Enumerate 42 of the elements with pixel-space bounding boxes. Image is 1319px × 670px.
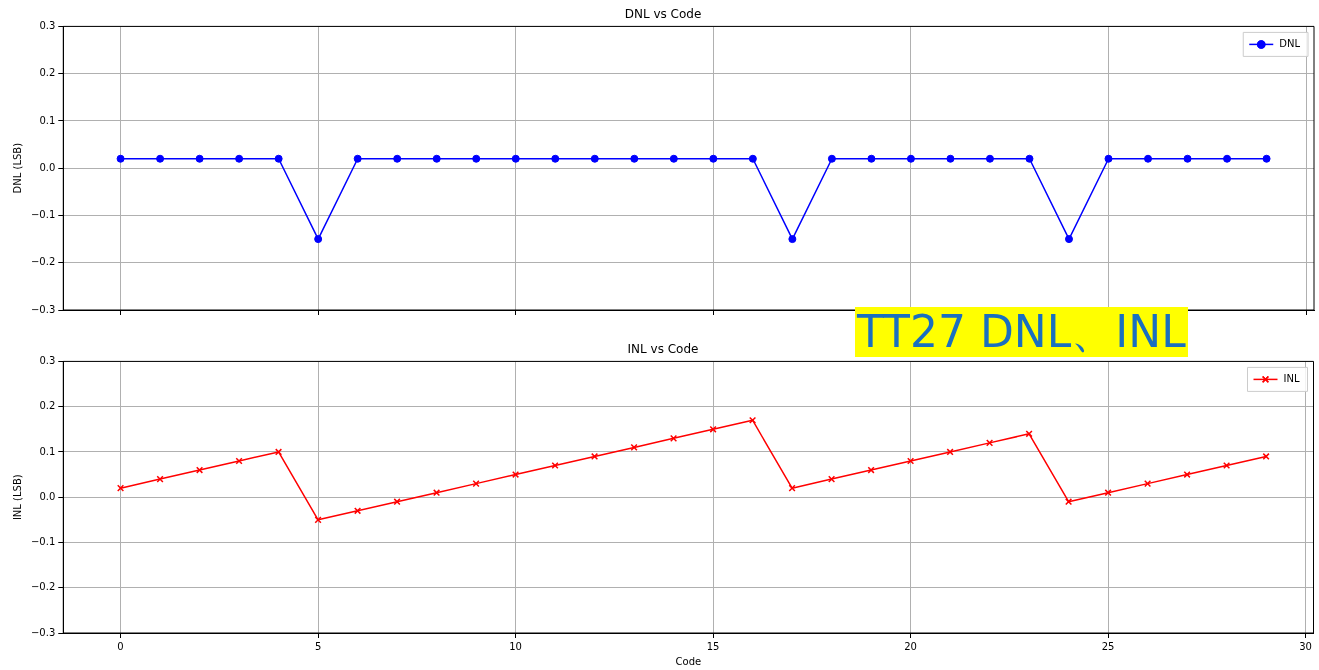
point [591,452,599,461]
chart-title: INL vs Code [627,342,699,357]
x-tick-label: 25 [1101,640,1115,652]
point [1262,452,1270,461]
y-tick-label: 0.1 [39,114,56,126]
point [551,461,559,470]
x-tick-label: 20 [904,640,917,652]
y-tick-label: 0.1 [39,445,56,457]
x-tick-label: 5 [314,640,322,652]
x-axis-title: Code [675,655,702,667]
point [907,457,915,465]
y-tick-label: 0.2 [39,67,56,79]
y-tick-label: −0.1 [30,209,56,221]
y-tick-label: 0.2 [39,400,56,412]
point [274,448,283,456]
y-tick-label: −0.2 [30,256,56,268]
x-tick-label: 15 [706,640,720,652]
y-tick-label: −0.3 [30,626,56,638]
y-axis-title: DNL (LSB) [11,142,23,194]
x-tick-label: 30 [1299,640,1312,652]
y-tick-label: −0.1 [30,536,56,548]
point [511,470,520,479]
y-tick-label: 0.3 [39,354,56,366]
y-tick-label: 0.3 [39,19,56,31]
point [235,457,243,465]
chart-title: DNL vs Code [624,7,702,22]
legend-label: INL [1283,372,1300,384]
legend-label: DNL [1279,37,1301,49]
x-tick-label: 0 [117,640,124,652]
point [156,475,164,483]
annotation: TT27 DNL、INL [855,306,1188,357]
y-axis-title: INL (LSB) [11,474,23,521]
point [1144,480,1152,488]
y-tick-label: 0.0 [39,490,56,502]
point [946,448,954,456]
point [867,466,875,474]
point [195,466,204,474]
y-tick-label: −0.2 [30,581,56,593]
x-tick-label: 10 [509,640,522,652]
point [788,484,796,492]
y-tick-label: −0.3 [30,303,56,315]
y-tick-label: 0.0 [39,161,56,173]
